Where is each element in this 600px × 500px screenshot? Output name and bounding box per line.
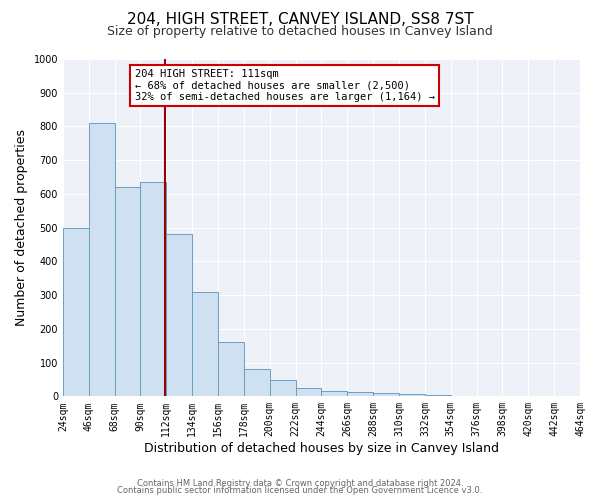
Bar xyxy=(399,394,425,396)
Bar xyxy=(322,390,347,396)
Y-axis label: Number of detached properties: Number of detached properties xyxy=(15,129,28,326)
Bar xyxy=(373,393,399,396)
Bar xyxy=(115,187,140,396)
Bar xyxy=(166,234,192,396)
Bar xyxy=(63,228,89,396)
Bar xyxy=(192,292,218,397)
Bar xyxy=(296,388,322,396)
Bar xyxy=(270,380,296,396)
Text: 204, HIGH STREET, CANVEY ISLAND, SS8 7ST: 204, HIGH STREET, CANVEY ISLAND, SS8 7ST xyxy=(127,12,473,28)
Bar xyxy=(140,182,166,396)
Bar xyxy=(244,370,270,396)
Text: Size of property relative to detached houses in Canvey Island: Size of property relative to detached ho… xyxy=(107,25,493,38)
Text: 204 HIGH STREET: 111sqm
← 68% of detached houses are smaller (2,500)
32% of semi: 204 HIGH STREET: 111sqm ← 68% of detache… xyxy=(134,69,434,102)
Bar xyxy=(89,123,115,396)
X-axis label: Distribution of detached houses by size in Canvey Island: Distribution of detached houses by size … xyxy=(144,442,499,455)
Text: Contains HM Land Registry data © Crown copyright and database right 2024.: Contains HM Land Registry data © Crown c… xyxy=(137,478,463,488)
Bar xyxy=(218,342,244,396)
Text: Contains public sector information licensed under the Open Government Licence v3: Contains public sector information licen… xyxy=(118,486,482,495)
Bar xyxy=(347,392,373,396)
